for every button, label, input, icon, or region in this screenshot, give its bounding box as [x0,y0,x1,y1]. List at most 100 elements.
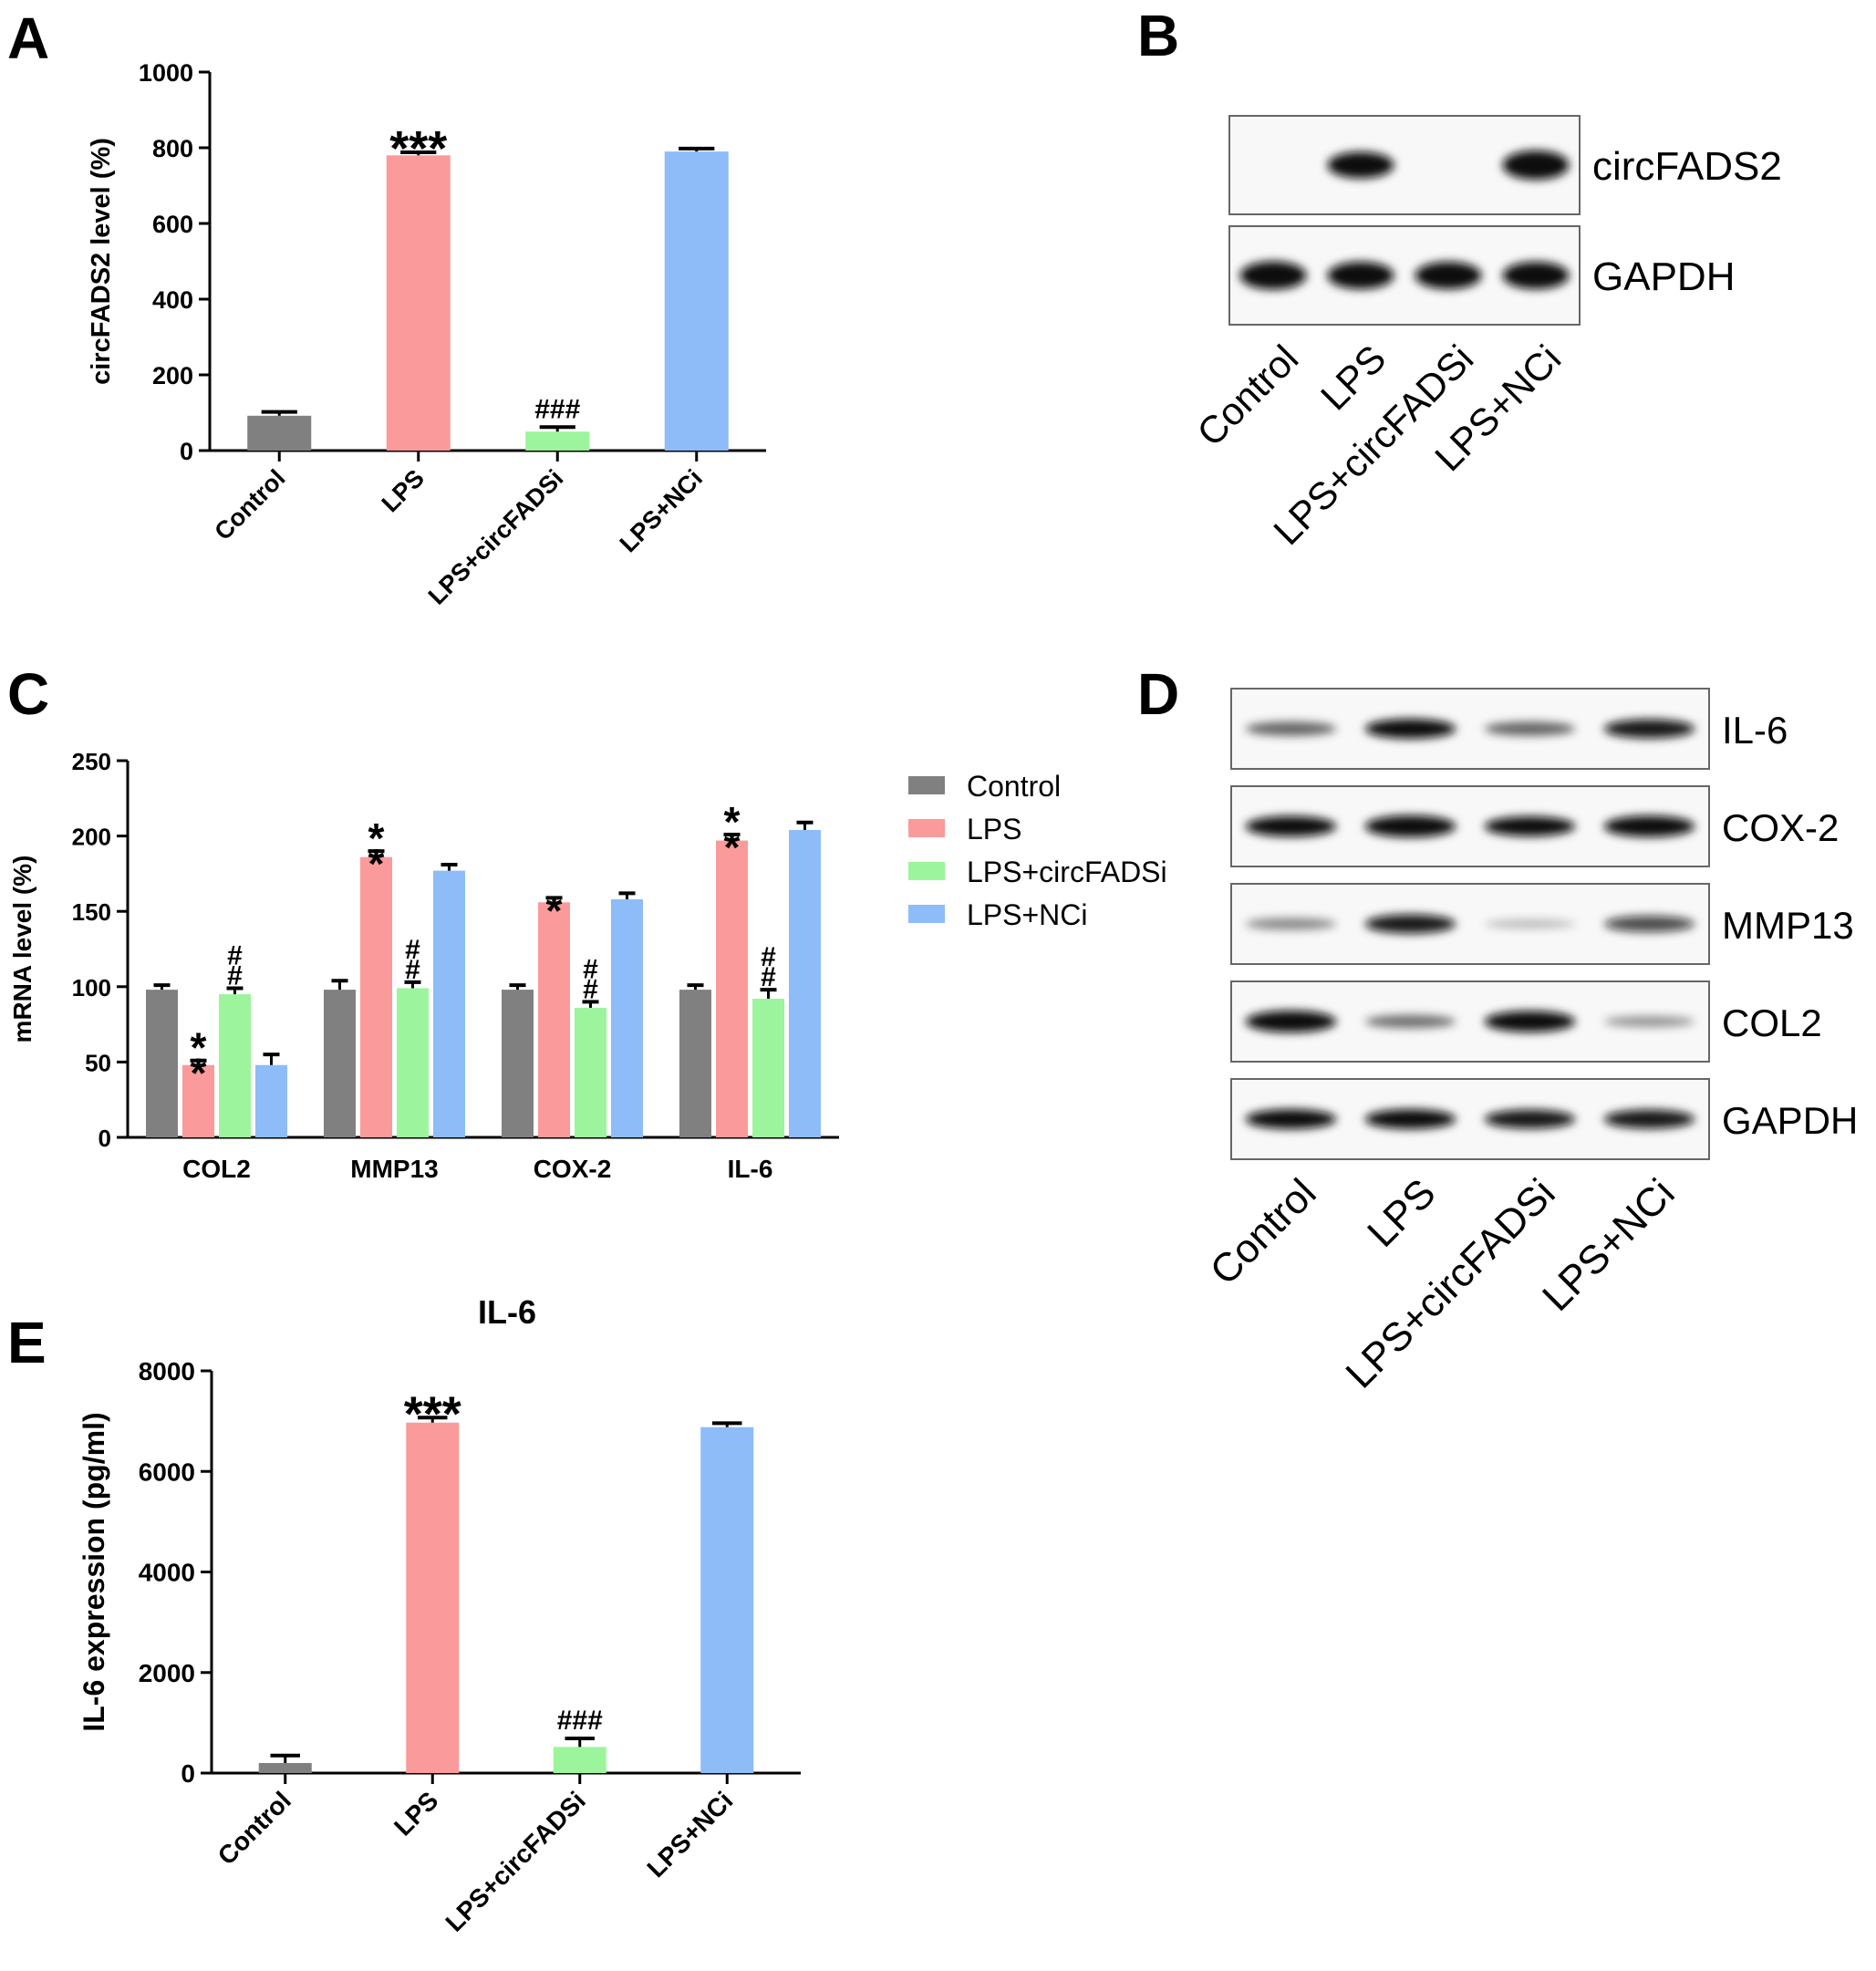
chart-e-bar-0 [258,1762,312,1773]
chart-a-y-tick-label: 1000 [139,59,193,87]
blot-d-row-label: MMP13 [1722,904,1854,947]
chart-c-y-tick-label: 150 [72,898,111,926]
blot-d-band [1484,1109,1576,1129]
chart-c-significance-label: * [368,814,385,862]
chart-e-significance-label: ### [557,1706,603,1736]
blot-b-band [1502,150,1570,180]
blot-d-band [1364,1014,1456,1029]
chart-c-bar-1-2 [397,988,429,1137]
chart-a-bar-1 [386,155,451,451]
chart-a-x-tick-label: LPS+NCi [615,464,708,557]
blot-d-row-label: COX-2 [1722,806,1839,849]
chart-c-bar-2-3 [611,898,643,1137]
blot-b-band [1327,151,1394,179]
blot-d-band [1603,815,1695,837]
chart-e-bar-2 [553,1747,606,1773]
chart-c-significance-label: # [583,974,598,1004]
blot-d-lane-label: LPS+circFADSi [1337,1170,1563,1396]
legend-swatch-1 [908,819,945,837]
chart-c-bar-3-3 [789,829,821,1137]
panel-letter-b: B [1137,3,1179,68]
blot-b-lane-label: Control [1188,337,1306,454]
chart-c-bar-3-2 [752,999,784,1137]
chart-a-bar-3 [664,151,729,451]
chart-c-x-tick-label: COX-2 [534,1155,612,1183]
chart-e-title: IL-6 [478,1293,536,1331]
chart-e-y-tick-label: 6000 [139,1458,195,1486]
chart-c-significance-label: * [191,1024,207,1072]
legend-label-0: Control [967,770,1061,803]
blot-d-band [1484,721,1576,736]
chart-a-y-tick-label: 800 [152,135,193,162]
chart-c-bar-1-3 [433,870,465,1137]
blot-d-band [1603,719,1695,739]
blot-d-band [1484,919,1576,928]
chart-c-bar-0-1 [182,1064,214,1137]
blot-d-band [1364,719,1456,739]
blot-d-band [1364,914,1456,934]
blot-b-row-label: circFADS2 [1592,144,1782,189]
chart-c-significance-label: * [191,1050,207,1097]
chart-a-bar-2 [525,431,590,451]
chart-c-bar-3-1 [716,840,748,1137]
chart-a-y-tick-label: 600 [152,211,193,238]
chart-a-y-tick-label: 0 [180,438,193,465]
chart-e-x-tick-label: Control [212,1786,296,1870]
chart-c-y-tick-label: 250 [72,748,111,775]
chart-c-significance-label: # [761,942,776,972]
chart-c-bar-1-1 [360,856,392,1137]
blot-d-band [1245,721,1337,736]
chart-c-y-tick-label: 100 [72,974,111,1001]
blot-b-row-label: GAPDH [1592,254,1735,299]
blot-d-band [1364,1109,1456,1129]
chart-a-y-tick-label: 200 [152,362,193,389]
blot-d-band [1603,1109,1695,1129]
chart-a-significance-label: *** [389,121,447,176]
chart-c-bar-2-1 [538,902,570,1137]
chart-a-circfads2-level: 0 200 400 600 800 1000 circFADS2 level (%) Cont… [87,59,766,610]
blot-b-band [1415,262,1482,289]
chart-c-bar-0-0 [146,990,178,1137]
chart-c-significance-label: * [368,840,385,887]
chart-c-bar-0-2 [219,994,251,1137]
blot-b-band [1327,262,1394,289]
chart-c-y-tick-label: 200 [72,824,111,851]
blot-d-band [1603,916,1695,932]
chart-a-x-tick-label: LPS [377,464,430,517]
blot-d-band [1484,1011,1576,1032]
chart-c-significance-label: # [405,955,420,985]
chart-e-y-tick-label: 8000 [139,1357,195,1385]
chart-a-significance-label: ### [534,394,580,424]
chart-a-y-axis-title: circFADS2 level (%) [87,138,116,385]
chart-e-il6-expression: 0 2000 4000 6000 8000 IL-6 expression (pg/ml)… [78,1357,801,1937]
chart-c-y-axis-title: mRNA level (%) [8,856,36,1043]
blot-b-band [1239,261,1307,290]
blot-d-band [1484,816,1576,836]
panel-letter-e: E [7,1310,47,1375]
chart-e-x-tick-label: LPS+NCi [641,1786,738,1883]
chart-c-significance-label: # [583,954,598,984]
chart-c-significance-label: # [761,962,776,992]
chart-a-bar-0 [247,415,312,451]
chart-c-bar-2-0 [502,990,534,1137]
chart-a-x-tick-label: Control [209,464,290,545]
blot-d-band [1245,1109,1337,1129]
blot-d-band [1245,918,1337,930]
chart-c-legend: Control LPS LPS+circFADSi LPS+NCi [908,770,1167,931]
panel-letter-d: D [1137,661,1179,727]
panel-letter-a: A [7,5,49,71]
legend-swatch-3 [908,905,945,923]
chart-c-x-tick-label: COL2 [182,1155,251,1183]
chart-c-significance-label: # [227,960,243,991]
chart-c-x-tick-label: MMP13 [350,1155,438,1183]
chart-e-bar-1 [406,1422,460,1773]
blot-d-band [1603,1015,1695,1028]
legend-label-2: LPS+circFADSi [967,856,1167,888]
blot-d-lane-label: LPS [1359,1170,1444,1255]
chart-e-bar-3 [700,1426,754,1773]
blot-d-lane-label: LPS+NCi [1534,1170,1683,1319]
chart-c-significance-label: * [546,887,563,934]
